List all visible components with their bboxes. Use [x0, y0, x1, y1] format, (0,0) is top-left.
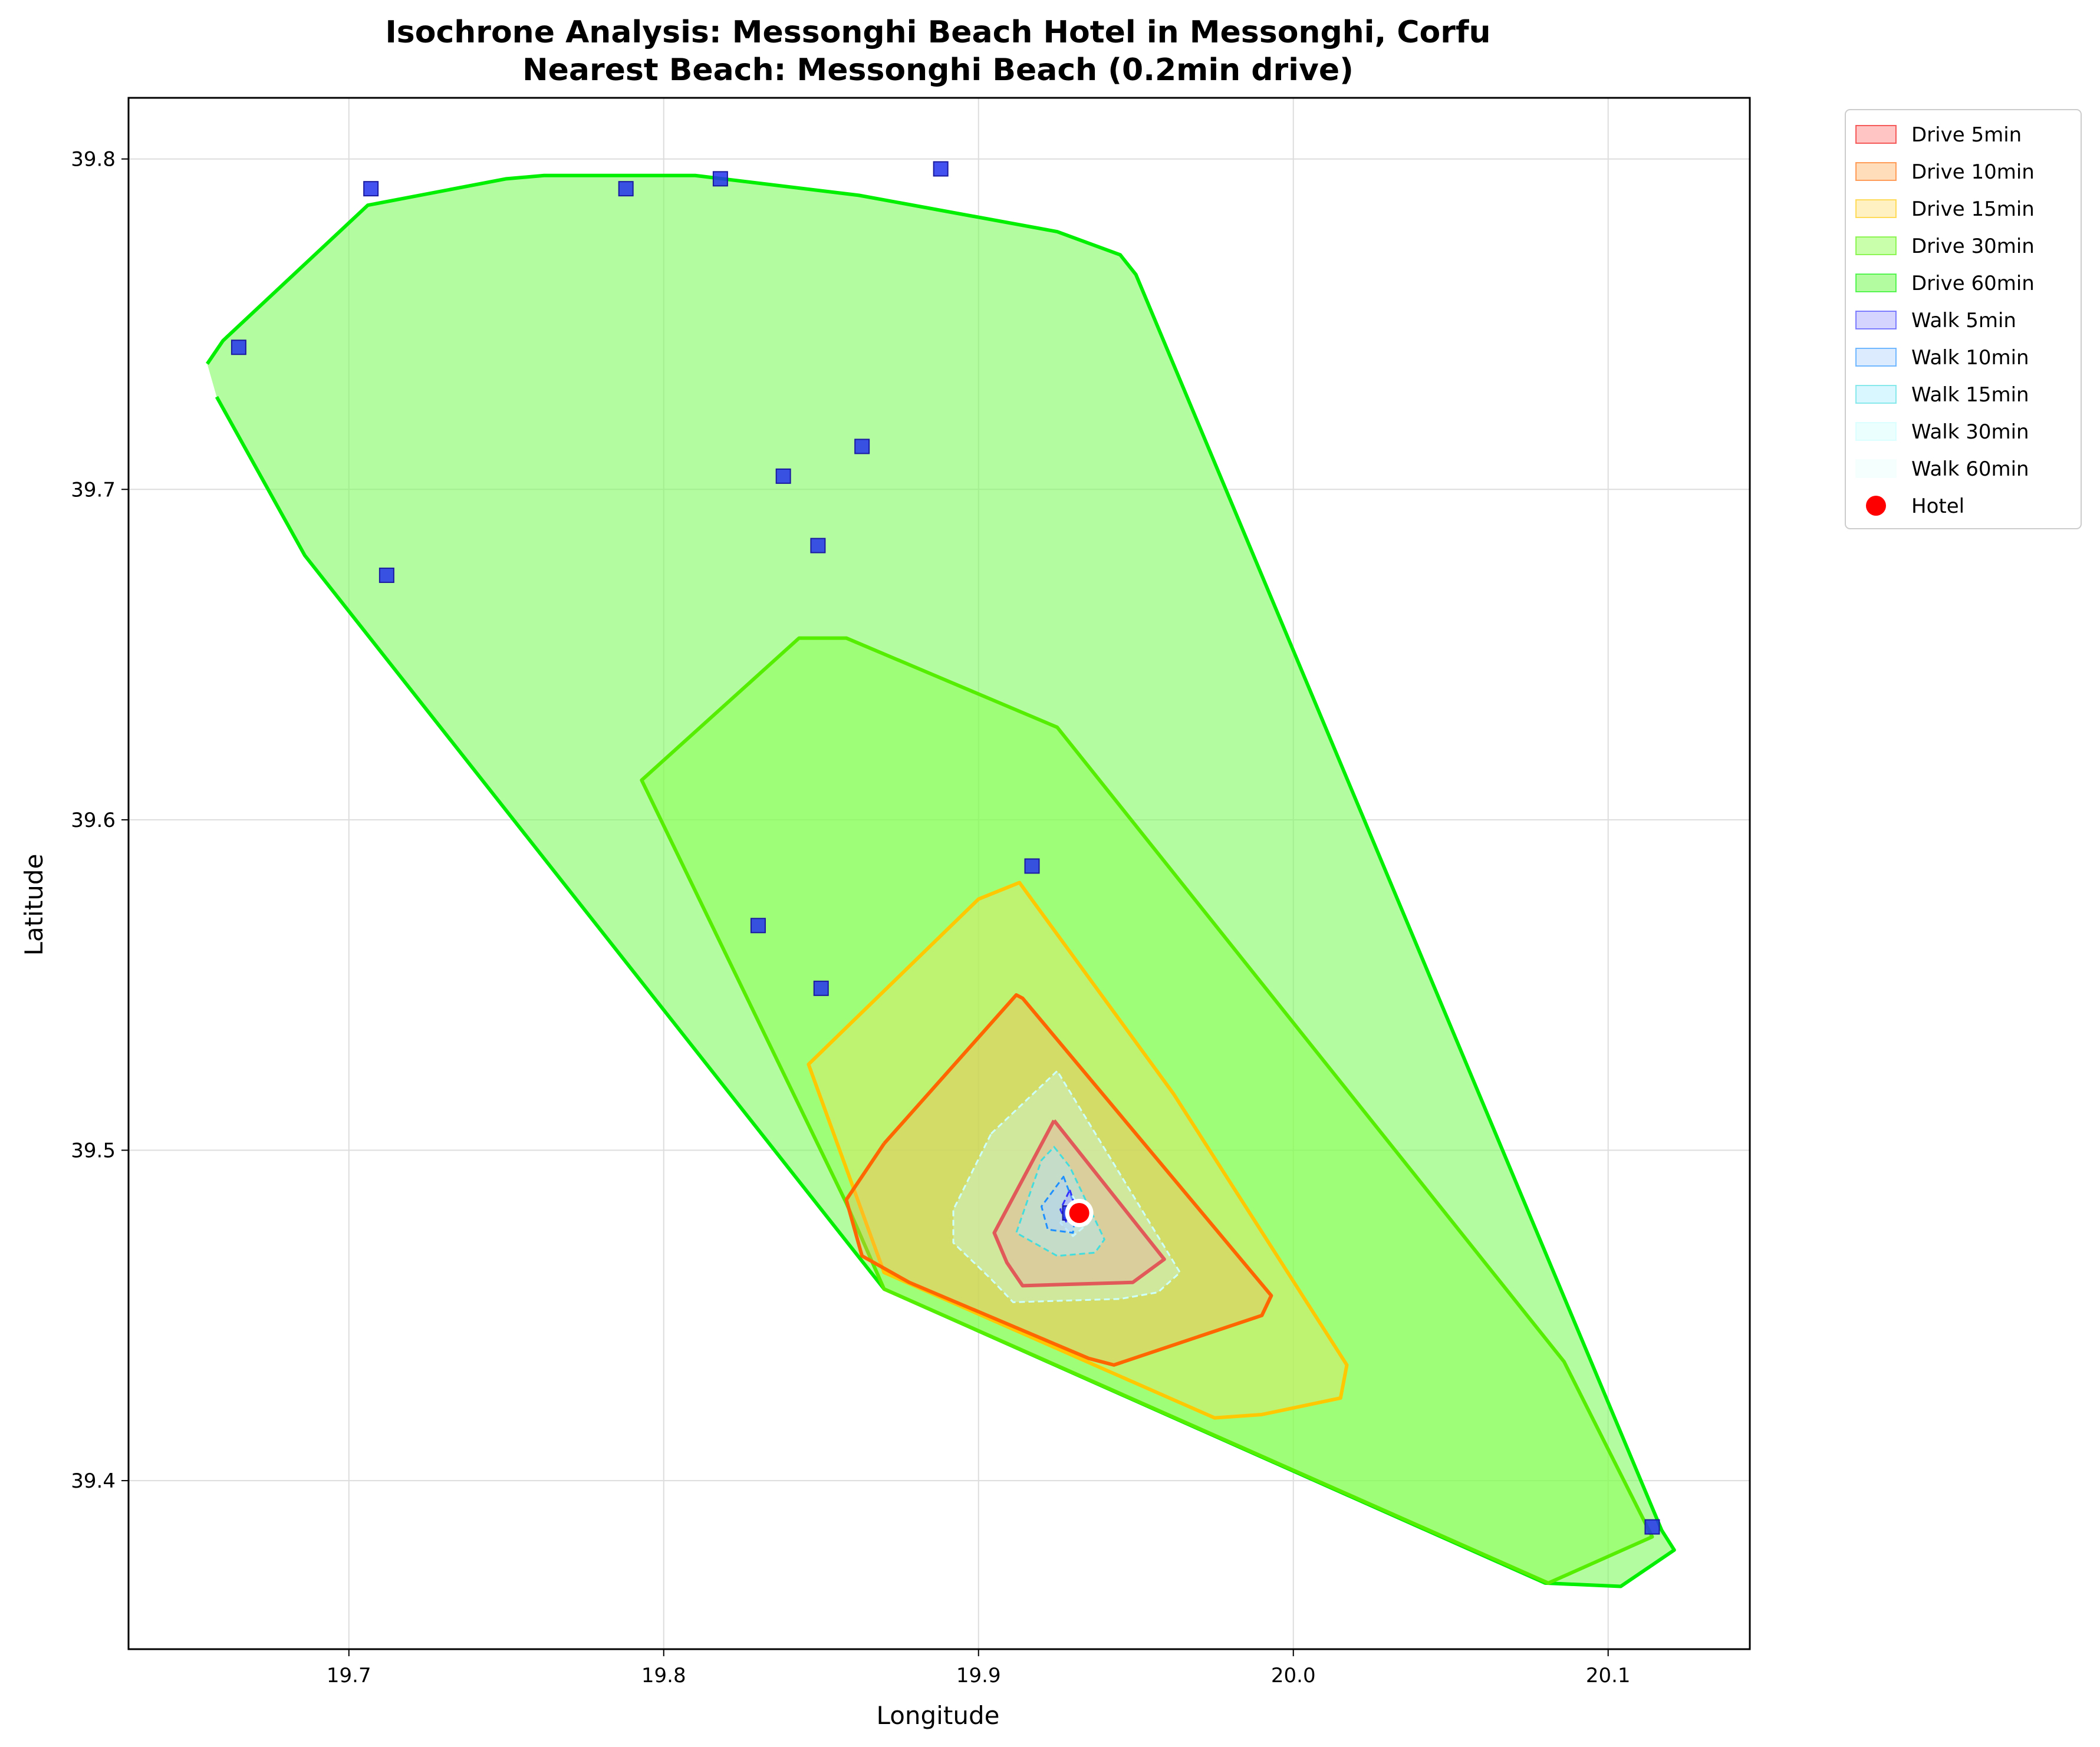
legend-label-drive-60min: Drive 60min — [1911, 272, 2035, 295]
isochrone-fill-drive-30min — [641, 638, 1653, 1583]
legend-swatch-walk-15min — [1855, 385, 1897, 404]
axes-frame — [127, 97, 1751, 1650]
x-tick-label: 19.9 — [956, 1664, 1001, 1687]
x-tick-label: 20.0 — [1271, 1664, 1316, 1687]
beach-marker — [810, 538, 826, 553]
y-axis-label: Latitude — [19, 854, 48, 956]
chart-subtitle: Nearest Beach: Messonghi Beach (0.2min d… — [522, 52, 1354, 88]
isochrone-fill-walk-15min — [1016, 1146, 1105, 1256]
legend-label-walk-10min: Walk 10min — [1911, 346, 2029, 370]
isochrone-fill-drive-10min — [846, 995, 1272, 1365]
x-tick-label: 20.1 — [1586, 1664, 1631, 1687]
y-tick-label: 39.5 — [71, 1139, 116, 1162]
isochrone-outline-walk-30min — [952, 1070, 1181, 1303]
isochrone-fill-drive-60min — [207, 175, 1674, 1587]
beach-marker — [1024, 858, 1040, 874]
isochrone-outline-drive-10min — [844, 993, 1273, 1367]
x-tick-label: 19.7 — [327, 1664, 371, 1687]
legend-label-walk-30min: Walk 30min — [1911, 420, 2029, 444]
isochrone-outline-walk-15min — [1015, 1146, 1105, 1257]
beach-marker — [363, 181, 379, 197]
legend-swatch-drive-10min — [1855, 162, 1897, 181]
legend-label-drive-10min: Drive 10min — [1911, 160, 2035, 184]
legend-label-walk-60min: Walk 60min — [1911, 457, 2029, 481]
legend-swatch-walk-5min — [1855, 311, 1897, 329]
y-tick-label: 39.6 — [71, 809, 116, 832]
legend-swatch-drive-30min — [1855, 236, 1897, 255]
isochrone-outline-drive-30min — [640, 636, 1654, 1585]
y-tick-label: 39.4 — [71, 1469, 116, 1493]
legend-swatch-walk-30min — [1855, 422, 1897, 441]
legend-swatch-drive-5min — [1855, 125, 1897, 144]
legend-label-drive-30min: Drive 30min — [1911, 235, 2035, 258]
plot-area: 19.7 19.8 19.9 20.0 20.1 39.4 39.5 39.6 39.7 39.8 — [71, 97, 1751, 1687]
beach-marker — [231, 339, 246, 355]
beach-marker — [775, 468, 791, 484]
beach-marker — [933, 161, 949, 177]
x-axis-label: Longitude — [877, 1701, 1000, 1730]
beach-marker — [712, 171, 728, 187]
legend-label-walk-5min: Walk 5min — [1911, 309, 2016, 332]
legend-box — [1845, 109, 2082, 529]
legend-label-drive-5min: Drive 5min — [1911, 123, 2022, 147]
legend-swatch-walk-10min — [1855, 348, 1897, 367]
legend-swatch-walk-60min — [1855, 459, 1897, 478]
legend: Drive 5min Drive 10min Drive 15min Drive 30… — [1845, 109, 2082, 529]
beach-marker — [378, 568, 394, 584]
beach-marker — [854, 439, 870, 454]
y-tick-label: 39.7 — [71, 478, 116, 502]
legend-label-walk-15min: Walk 15min — [1911, 383, 2029, 407]
chart-title: Isochrone Analysis: Messonghi Beach Hote… — [385, 15, 1490, 50]
y-tick-label: 39.8 — [71, 148, 116, 172]
isochrone-outline-drive-5min — [992, 1119, 1166, 1288]
legend-swatch-drive-15min — [1855, 199, 1897, 218]
hotel-marker — [1069, 1203, 1090, 1224]
isochrone-outline-drive-15min — [807, 881, 1349, 1420]
beach-marker — [813, 980, 829, 996]
x-tick-label: 19.8 — [641, 1664, 686, 1687]
beach-marker — [1644, 1519, 1660, 1535]
legend-swatch-hotel — [1866, 496, 1886, 516]
legend-label-hotel: Hotel — [1911, 495, 1964, 518]
legend-swatch-drive-60min — [1855, 273, 1897, 292]
beach-marker — [618, 181, 634, 197]
beach-marker — [750, 918, 766, 934]
legend-label-drive-15min: Drive 15min — [1911, 197, 2035, 221]
